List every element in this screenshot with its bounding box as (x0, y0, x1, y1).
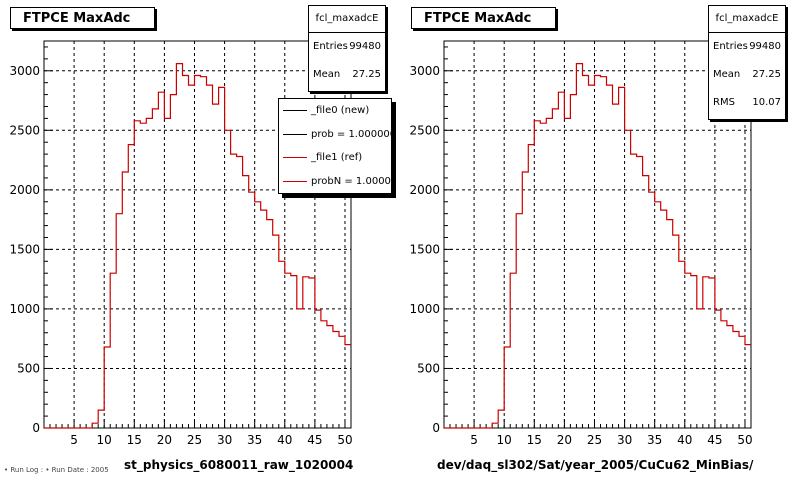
histogram-plot-left: 5 10 15 20 25 30 35 40 45 50050010001500200025003… (9, 40, 353, 447)
legend-entry: _file0 (new) (279, 99, 391, 123)
x-tick-label: 40 (677, 433, 692, 447)
stats-name: fcl_maxadcE (709, 6, 785, 33)
y-tick-label: 0 (32, 421, 40, 435)
y-tick-label: 500 (417, 361, 440, 375)
stats-mean-label: Mean (713, 69, 741, 80)
y-tick-label: 2500 (9, 123, 40, 137)
histogram-plot-right: 5 10 15 20 25 30 35 40 45 50050010001500200025003… (409, 40, 753, 447)
stats-mean-value: 27.25 (752, 69, 781, 80)
histogram-series-line (444, 63, 751, 429)
stats-mean-row: Mean 27.25 (709, 61, 785, 89)
stats-mean-value: 27.25 (352, 69, 381, 80)
legend: _file0 (new) prob = 1.000000 _file1 (ref… (278, 98, 392, 194)
legend-line-swatch (283, 180, 307, 182)
legend-line-swatch (283, 157, 307, 158)
stats-rms-label: RMS (713, 97, 735, 108)
chart-title-right: FTPCE MaxAdc (411, 7, 556, 29)
legend-entry: probN = 1.000000 (279, 170, 391, 194)
stats-rms-value: 10.07 (752, 97, 781, 108)
x-tick-label: 10 (97, 433, 112, 447)
x-tick-label: 35 (247, 433, 262, 447)
legend-entry-label: prob = 1.000000 (311, 128, 392, 140)
x-tick-label: 45 (307, 433, 322, 447)
legend-entry: prob = 1.000000 (279, 123, 391, 147)
stats-mean-row: Mean 27.25 (309, 61, 385, 89)
stats-box-left: fcl_maxadcE Entries 99480 Mean 27.25 (308, 5, 386, 92)
y-tick-label: 2500 (409, 123, 440, 137)
y-tick-label: 500 (17, 361, 40, 375)
x-tick-label: 10 (497, 433, 512, 447)
x-tick-label: 40 (277, 433, 292, 447)
legend-entry-label: probN = 1.000000 (311, 175, 391, 187)
stats-entries-label: Entries (313, 41, 348, 52)
x-tick-label: 20 (157, 433, 172, 447)
y-tick-label: 1500 (409, 242, 440, 256)
x-axis-title-left: st_physics_6080011_raw_1020004 (124, 458, 354, 472)
x-tick-label: 25 (187, 433, 202, 447)
y-tick-label: 1000 (9, 302, 40, 316)
x-tick-label: 30 (617, 433, 632, 447)
stats-entries-value: 99480 (349, 41, 381, 52)
y-tick-label: 3000 (9, 64, 40, 78)
x-tick-label: 5 (470, 433, 478, 447)
x-tick-label: 45 (707, 433, 722, 447)
x-tick-label: 25 (587, 433, 602, 447)
stats-entries-row: Entries 99480 (709, 33, 785, 61)
x-tick-label: 15 (127, 433, 142, 447)
y-tick-label: 1000 (409, 302, 440, 316)
x-tick-label: 20 (557, 433, 572, 447)
stats-box-right: fcl_maxadcE Entries 99480 Mean 27.25 RMS… (708, 5, 786, 120)
x-tick-label: 15 (527, 433, 542, 447)
y-tick-label: 2000 (9, 183, 40, 197)
legend-entry-label: _file0 (new) (311, 105, 370, 116)
x-tick-label: 50 (337, 433, 352, 447)
x-tick-label: 50 (737, 433, 752, 447)
histogram-series-line (44, 63, 351, 429)
legend-line-swatch (283, 110, 307, 111)
footnote: • Run Log : • Run Date : 2005 (4, 466, 109, 474)
stats-name: fcl_maxadcE (309, 6, 385, 33)
y-tick-label: 1500 (9, 242, 40, 256)
chart-title-left: FTPCE MaxAdc (10, 7, 155, 29)
y-tick-label: 3000 (409, 64, 440, 78)
x-tick-label: 5 (70, 433, 78, 447)
plot-frame (443, 40, 752, 429)
plot-frame (43, 40, 352, 429)
legend-entry: _file1 (ref) (279, 146, 391, 170)
x-tick-label: 35 (647, 433, 662, 447)
x-tick-label: 30 (217, 433, 232, 447)
y-tick-label: 2000 (409, 183, 440, 197)
stats-rms-row: RMS 10.07 (709, 89, 785, 117)
stats-entries-row: Entries 99480 (309, 33, 385, 61)
legend-entry-label: _file1 (ref) (311, 152, 363, 163)
stats-entries-label: Entries (713, 41, 748, 52)
x-axis-title-right: dev/daq_sl302/Sat/year_2005/CuCu62_MinBi… (437, 458, 754, 472)
legend-line-swatch (283, 133, 307, 135)
stats-mean-label: Mean (313, 69, 341, 80)
stats-entries-value: 99480 (749, 41, 781, 52)
y-tick-label: 0 (432, 421, 440, 435)
